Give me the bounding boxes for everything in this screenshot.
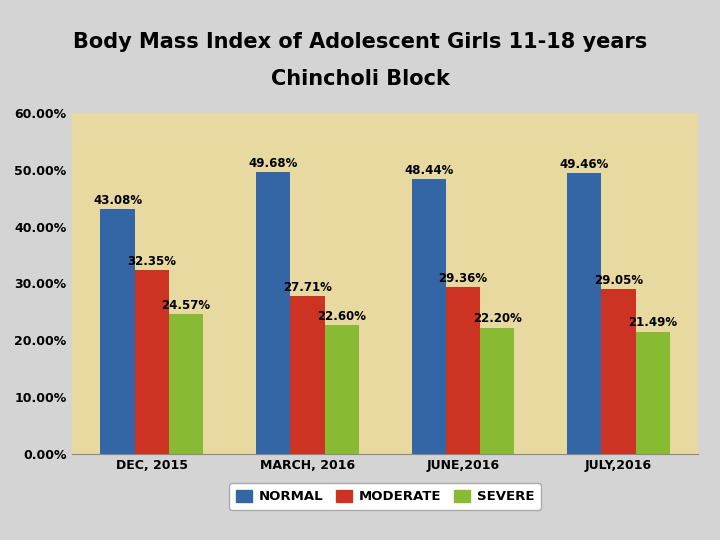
Text: 43.08%: 43.08% xyxy=(93,194,142,207)
Bar xyxy=(101,210,135,454)
Bar xyxy=(601,289,636,454)
Bar xyxy=(412,179,446,454)
Bar xyxy=(636,332,670,454)
Text: 24.57%: 24.57% xyxy=(161,299,211,312)
Bar xyxy=(135,270,169,454)
Text: Chincholi Block: Chincholi Block xyxy=(271,69,449,90)
Text: 49.68%: 49.68% xyxy=(248,157,298,170)
Text: 29.36%: 29.36% xyxy=(438,272,487,285)
Bar xyxy=(256,172,290,454)
Bar xyxy=(325,326,359,454)
Text: 22.60%: 22.60% xyxy=(317,310,366,323)
Bar xyxy=(480,328,514,454)
Text: 21.49%: 21.49% xyxy=(629,316,678,329)
Text: 48.44%: 48.44% xyxy=(404,164,454,177)
Legend: NORMAL, MODERATE, SEVERE: NORMAL, MODERATE, SEVERE xyxy=(230,483,541,510)
Text: Body Mass Index of Adolescent Girls 11-18 years: Body Mass Index of Adolescent Girls 11-1… xyxy=(73,32,647,52)
Bar xyxy=(290,296,325,454)
Bar xyxy=(567,173,601,454)
Text: 29.05%: 29.05% xyxy=(594,274,643,287)
Bar xyxy=(169,314,203,454)
Bar xyxy=(446,287,480,454)
Text: 27.71%: 27.71% xyxy=(283,281,332,294)
Text: 49.46%: 49.46% xyxy=(559,158,609,171)
Text: 32.35%: 32.35% xyxy=(127,255,176,268)
Text: 22.20%: 22.20% xyxy=(473,313,522,326)
